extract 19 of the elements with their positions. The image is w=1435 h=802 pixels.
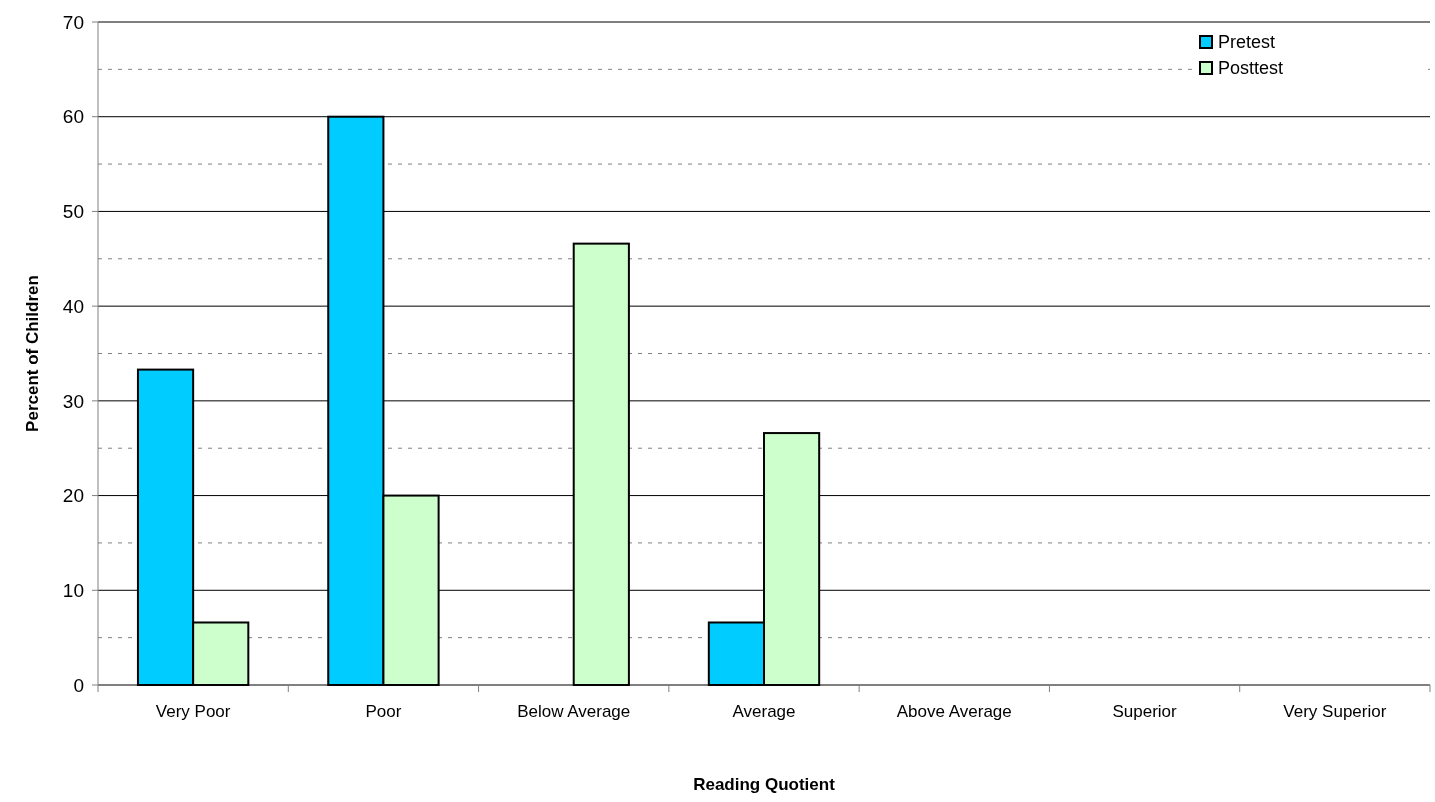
x-axis-title: Reading Quotient: [693, 775, 836, 794]
legend-label: Pretest: [1218, 32, 1276, 53]
y-tick-label: 40: [62, 295, 84, 317]
y-axis-title: Percent of Children: [23, 275, 42, 432]
legend-label: Posttest: [1218, 58, 1284, 79]
y-tick-label: 50: [62, 201, 84, 223]
y-tick-label: 20: [62, 485, 84, 507]
x-tick-label: Above Average: [896, 702, 1012, 721]
x-tick-label: Poor: [365, 702, 402, 721]
x-tick-label: Very Poor: [155, 702, 231, 721]
y-tick-label: 30: [62, 390, 84, 412]
y-tick-label: 10: [62, 579, 84, 601]
x-tick-label: Very Superior: [1283, 702, 1387, 721]
y-tick-label: 60: [62, 106, 84, 128]
x-tick-label: Below Average: [517, 702, 631, 721]
x-tick-label: Average: [732, 702, 796, 721]
y-tick-label: 70: [62, 11, 84, 33]
x-tick-label: Superior: [1112, 702, 1178, 721]
y-tick-label: 0: [73, 674, 84, 696]
